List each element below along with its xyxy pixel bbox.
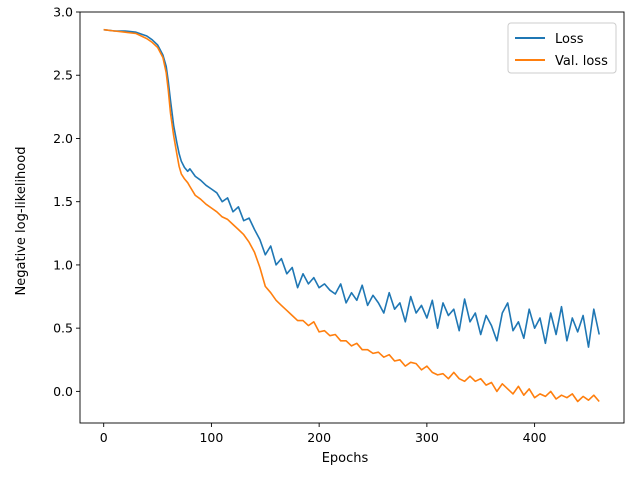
y-axis-ticks: 0.0 0.5 1.0 1.5 2.0 2.5 3.0 <box>53 5 80 399</box>
series-lines <box>103 28 600 403</box>
y-tick-label: 1.5 <box>53 194 73 209</box>
y-tick-label: 0.5 <box>53 321 73 336</box>
x-tick-label: 100 <box>199 430 223 445</box>
legend: Loss Val. loss <box>507 22 617 74</box>
y-tick-label: 0.0 <box>53 384 73 399</box>
legend-label-loss: Loss <box>555 32 584 47</box>
y-tick-label: 2.5 <box>53 68 73 83</box>
y-tick-label: 1.0 <box>53 257 73 272</box>
y-tick-label: 2.0 <box>53 131 73 146</box>
plot-frame <box>79 11 625 424</box>
legend-label-val-loss: Val. loss <box>555 54 608 69</box>
x-axis-ticks: 0 100 200 300 400 <box>100 423 547 445</box>
x-tick-label: 400 <box>523 430 547 445</box>
y-tick-label: 3.0 <box>53 5 73 20</box>
x-tick-label: 0 <box>100 430 108 445</box>
series-line-val-loss <box>103 28 600 403</box>
series-line-loss <box>103 28 600 348</box>
y-axis-label: Negative log-likelihood <box>14 147 29 296</box>
x-tick-label: 200 <box>307 430 331 445</box>
x-axis-label: Epochs <box>322 451 369 466</box>
x-tick-label: 300 <box>415 430 439 445</box>
